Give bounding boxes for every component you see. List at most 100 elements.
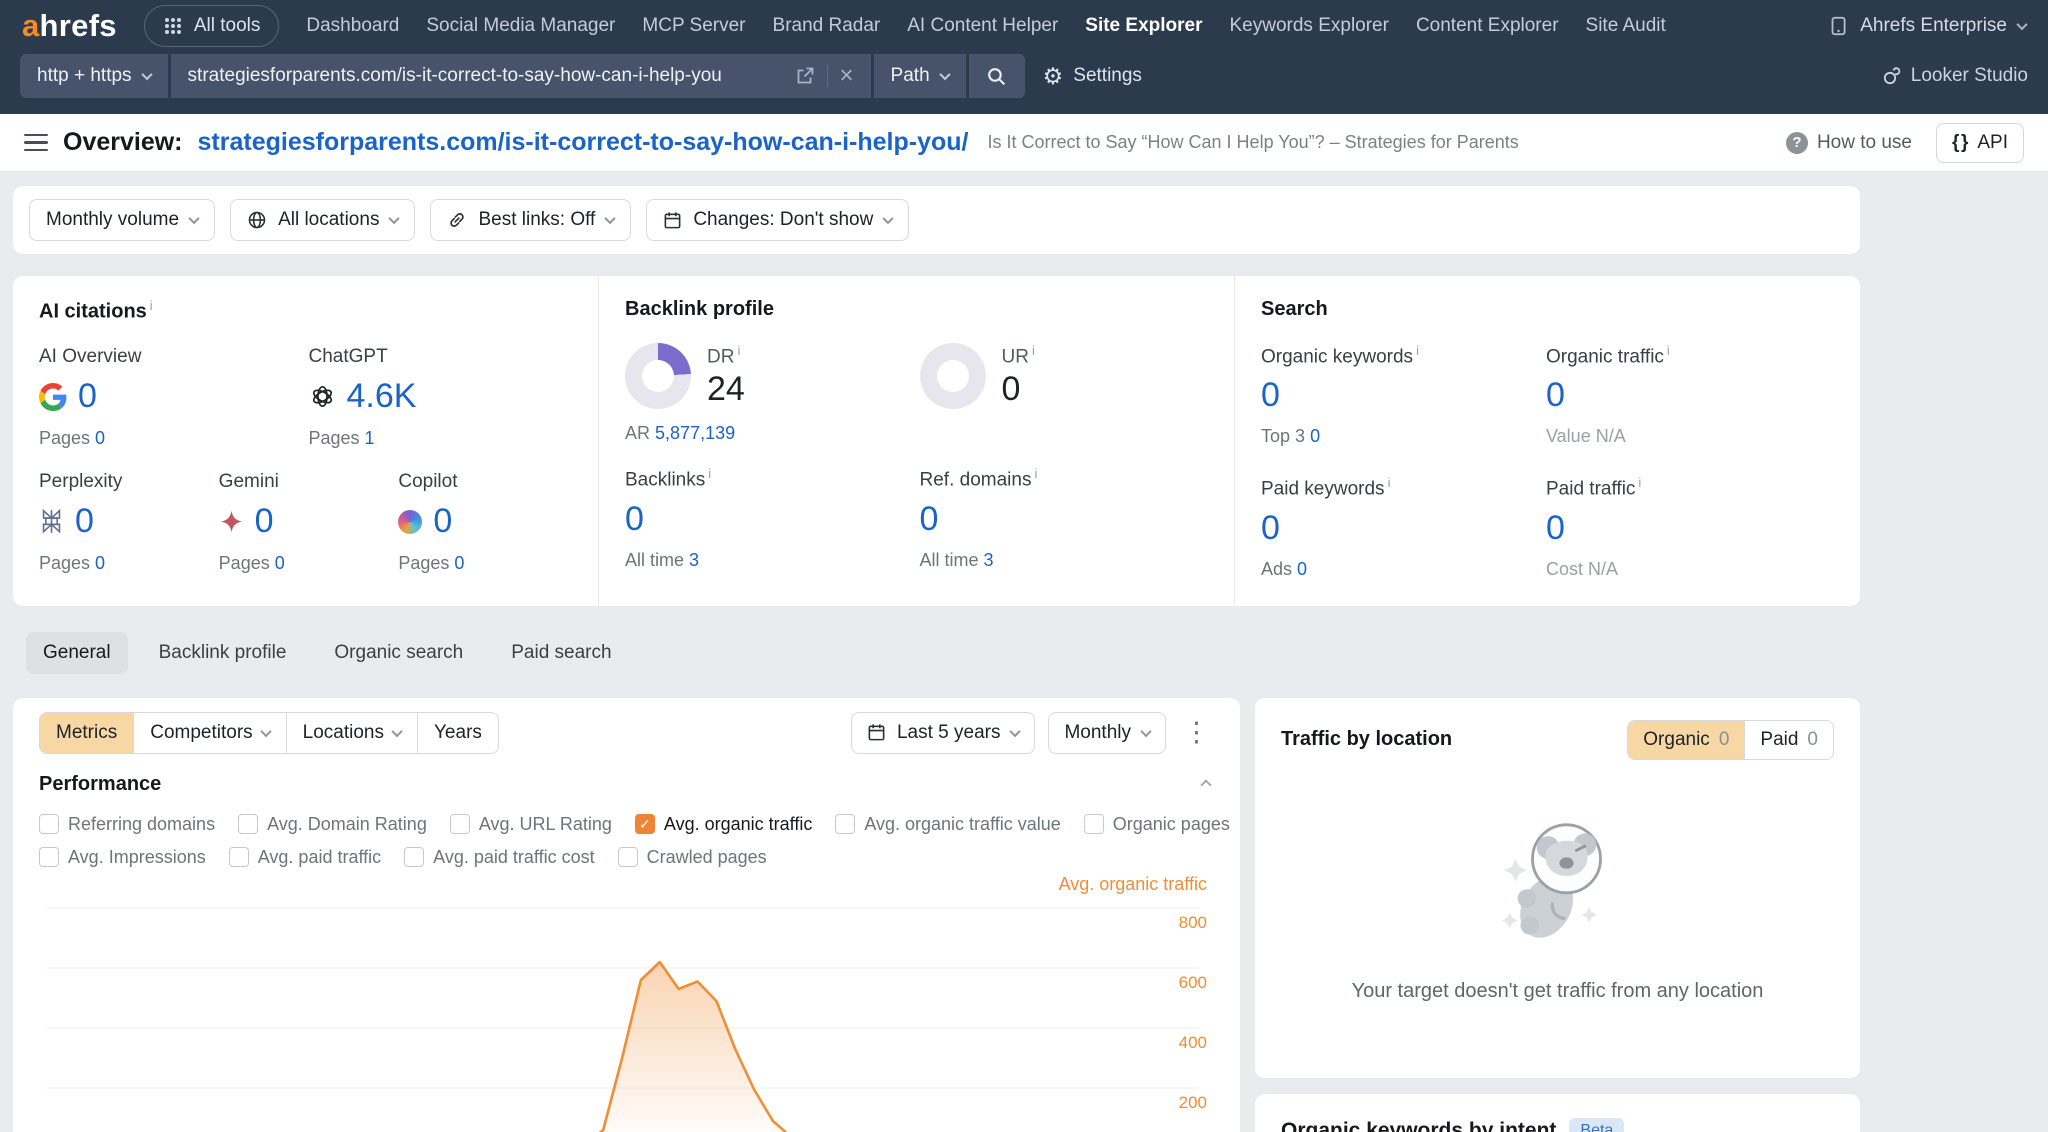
- external-link-icon[interactable]: [795, 66, 815, 86]
- tab-backlink-profile[interactable]: Backlink profile: [142, 632, 304, 674]
- settings-button[interactable]: ⚙ Settings: [1043, 65, 1142, 88]
- metric-value[interactable]: 0: [1261, 376, 1546, 415]
- ai-citations-value[interactable]: 0: [78, 377, 97, 416]
- filter-all-locations[interactable]: All locations: [230, 199, 415, 241]
- nav-site-audit[interactable]: Site Audit: [1586, 15, 1666, 37]
- nav-mcp-server[interactable]: MCP Server: [642, 15, 745, 37]
- metric-value[interactable]: 0: [1546, 376, 1788, 415]
- nav-social-media-manager[interactable]: Social Media Manager: [426, 15, 615, 37]
- checkbox-avg-domain-rating[interactable]: Avg. Domain Rating: [238, 814, 427, 835]
- metric-label: Organic traffici: [1546, 343, 1788, 368]
- account-menu[interactable]: Ahrefs Enterprise: [1827, 15, 2026, 37]
- toggle-organic[interactable]: Organic 0: [1628, 721, 1744, 759]
- ai-citations-value[interactable]: 0: [255, 502, 274, 541]
- segment-years[interactable]: Years: [417, 713, 498, 753]
- how-to-use-button[interactable]: ? How to use: [1786, 132, 1912, 154]
- checkbox-box[interactable]: [229, 847, 249, 867]
- checkbox-organic-pages[interactable]: Organic pages: [1084, 814, 1230, 835]
- checkbox-box[interactable]: [404, 847, 424, 867]
- checkbox-box[interactable]: [39, 814, 59, 834]
- checkbox-referring-domains[interactable]: Referring domains: [39, 814, 215, 835]
- api-button[interactable]: { } API: [1936, 123, 2024, 163]
- pages-count: Pages 0: [219, 553, 399, 574]
- clear-url-icon[interactable]: ×: [840, 64, 854, 88]
- backlinks-value[interactable]: 0: [625, 500, 920, 539]
- segment-locations[interactable]: Locations: [286, 713, 417, 753]
- info-icon[interactable]: i: [737, 343, 740, 358]
- performance-chart[interactable]: Avg. organic traffic8006004002000Feb 202…: [39, 874, 1214, 1132]
- checkbox-box[interactable]: [835, 814, 855, 834]
- svg-text:600: 600: [1179, 973, 1207, 992]
- protocol-dropdown[interactable]: http + https: [20, 54, 168, 98]
- ref-domains-value[interactable]: 0: [920, 500, 1215, 539]
- checkbox-label: Avg. URL Rating: [479, 814, 612, 835]
- looker-studio-button[interactable]: Looker Studio: [1881, 65, 2028, 87]
- checkbox-box[interactable]: [238, 814, 258, 834]
- segment-competitors[interactable]: Competitors: [133, 713, 285, 753]
- checkbox-box[interactable]: [618, 847, 638, 867]
- menu-icon[interactable]: [24, 134, 48, 152]
- checkbox-avg-impressions[interactable]: Avg. Impressions: [39, 847, 206, 868]
- checkbox-box[interactable]: ✓: [635, 814, 655, 834]
- ai-citations-value[interactable]: 0: [433, 502, 452, 541]
- checkbox-crawled-pages[interactable]: Crawled pages: [618, 847, 767, 868]
- info-icon[interactable]: i: [1034, 466, 1037, 481]
- filter-bar: Monthly volume All locations Best links: O…: [13, 186, 1860, 254]
- nav-dashboard[interactable]: Dashboard: [306, 15, 399, 37]
- date-range-label: Last 5 years: [897, 722, 1001, 744]
- nav-keywords-explorer[interactable]: Keywords Explorer: [1230, 15, 1389, 37]
- collapse-section-icon[interactable]: [1198, 772, 1214, 798]
- nav-content-explorer[interactable]: Content Explorer: [1416, 15, 1559, 37]
- checkbox-box[interactable]: [39, 847, 59, 867]
- performance-card: MetricsCompetitorsLocationsYears Last 5 …: [13, 698, 1240, 1132]
- segment-metrics[interactable]: Metrics: [40, 713, 133, 753]
- ai-citations-value[interactable]: 4.6K: [347, 377, 417, 416]
- checkbox-box[interactable]: [1084, 814, 1104, 834]
- info-icon[interactable]: i: [1638, 475, 1641, 490]
- info-icon[interactable]: i: [150, 298, 153, 313]
- stats-card: AI citationsi AI Overview0Pages 0ChatGPT…: [13, 276, 1860, 606]
- metric-value[interactable]: 0: [1546, 509, 1788, 548]
- ai-citation-gemini: Gemini0Pages 0: [219, 471, 399, 574]
- search-button[interactable]: [969, 54, 1025, 98]
- metric-value[interactable]: 0: [1261, 509, 1546, 548]
- checkbox-avg-paid-traffic[interactable]: Avg. paid traffic: [229, 847, 381, 868]
- nav-ai-content-helper[interactable]: AI Content Helper: [907, 15, 1058, 37]
- checkbox-avg-paid-traffic-cost[interactable]: Avg. paid traffic cost: [404, 847, 594, 868]
- filter-label: Best links: Off: [478, 209, 595, 231]
- target-url-input[interactable]: strategiesforparents.com/is-it-correct-t…: [171, 54, 871, 98]
- checkbox-avg-organic-traffic-value[interactable]: Avg. organic traffic value: [835, 814, 1060, 835]
- filter-monthly-volume[interactable]: Monthly volume: [29, 199, 215, 241]
- all-tools-button[interactable]: All tools: [144, 5, 280, 47]
- mode-dropdown[interactable]: Path: [874, 54, 966, 98]
- ai-citations-value[interactable]: 0: [75, 502, 94, 541]
- tab-general[interactable]: General: [26, 632, 128, 674]
- checkbox-box[interactable]: [450, 814, 470, 834]
- checkbox-avg-url-rating[interactable]: Avg. URL Rating: [450, 814, 612, 835]
- ahrefs-rank-value[interactable]: 5,877,139: [655, 423, 735, 443]
- traffic-area-chart[interactable]: Avg. organic traffic8006004002000Feb 202…: [39, 874, 1214, 1132]
- filter-best-links-off[interactable]: Best links: Off: [430, 199, 631, 241]
- tab-organic-search[interactable]: Organic search: [317, 632, 480, 674]
- overview-header: Overview: strategiesforparents.com/is-it…: [0, 114, 2048, 172]
- granularity-dropdown[interactable]: Monthly: [1048, 712, 1166, 754]
- traffic-by-location-title: Traffic by location: [1281, 728, 1452, 751]
- tab-paid-search[interactable]: Paid search: [494, 632, 628, 674]
- info-icon[interactable]: i: [1416, 343, 1419, 358]
- toggle-paid[interactable]: Paid 0: [1744, 721, 1833, 759]
- date-range-dropdown[interactable]: Last 5 years: [851, 712, 1036, 754]
- performance-title: Performance: [39, 773, 161, 796]
- nav-brand-radar[interactable]: Brand Radar: [773, 15, 881, 37]
- nav-site-explorer[interactable]: Site Explorer: [1085, 15, 1202, 37]
- ahrefs-rank: AR 5,877,139: [625, 423, 920, 444]
- info-icon[interactable]: i: [1032, 343, 1035, 358]
- ahrefs-logo[interactable]: ahrefs: [22, 8, 117, 44]
- target-url-link[interactable]: strategiesforparents.com/is-it-correct-t…: [198, 128, 969, 157]
- info-icon[interactable]: i: [708, 466, 711, 481]
- info-icon[interactable]: i: [1388, 475, 1391, 490]
- checkbox-avg-organic-traffic[interactable]: ✓Avg. organic traffic: [635, 814, 812, 835]
- filter-changes-don-t-show[interactable]: Changes: Don't show: [646, 199, 909, 241]
- more-options-icon[interactable]: ⋮: [1179, 719, 1214, 746]
- metric-checkboxes-row-2: Avg. Impressions Avg. paid traffic Avg. pa…: [39, 847, 1214, 868]
- info-icon[interactable]: i: [1667, 343, 1670, 358]
